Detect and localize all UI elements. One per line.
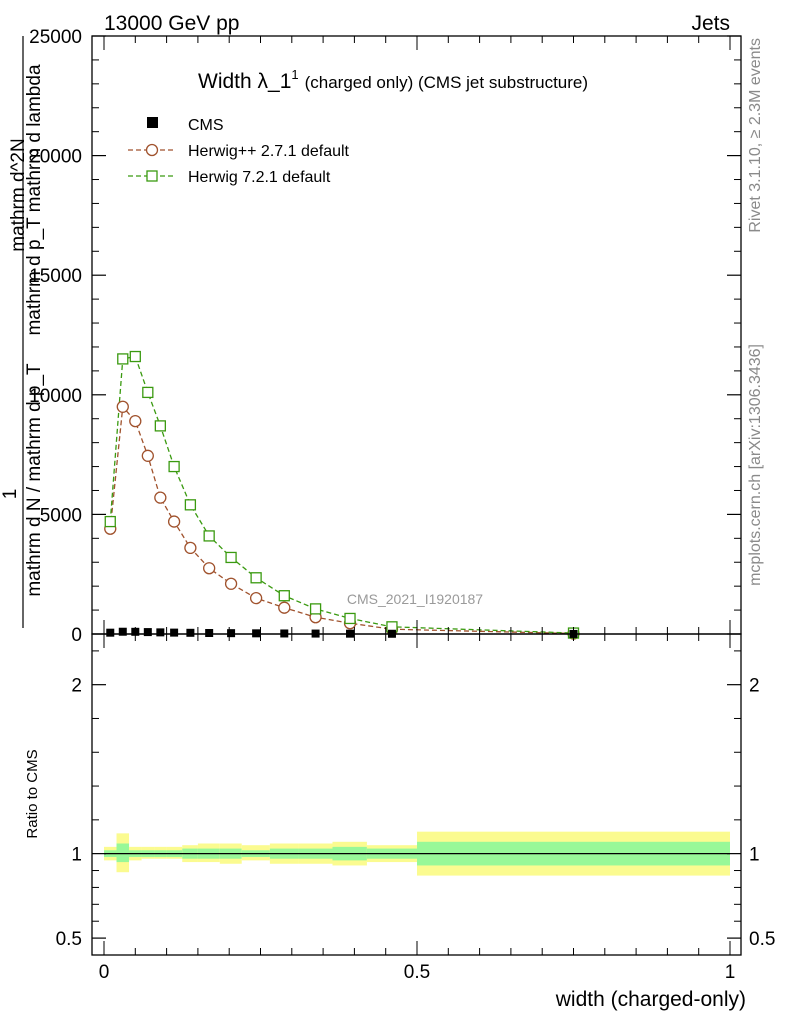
herwig7-point bbox=[104, 515, 116, 528]
herwig7-line bbox=[109, 355, 574, 634]
main-y-axis-label: 1 mathrm d N / mathrm d p_T mathrm d^2N … bbox=[0, 36, 45, 628]
ratio-y-tick-label: 2 bbox=[71, 676, 82, 697]
main-y-tick-label: 0 bbox=[71, 625, 82, 646]
cms-data-point bbox=[170, 628, 179, 637]
herwig7-point bbox=[142, 386, 154, 399]
herwig7-point bbox=[250, 572, 262, 584]
cms-data-point bbox=[227, 629, 236, 638]
energy-label: 13000 GeV pp bbox=[104, 12, 239, 35]
legend-label-herwigpp: Herwig++ 2.7.1 default bbox=[188, 143, 350, 160]
legend-marker-herwigpp bbox=[145, 143, 159, 157]
x-axis-label: width (charged-only) bbox=[555, 988, 746, 1011]
rivet-version-label: Rivet 3.1.10, ≥ 2.3M events bbox=[747, 38, 764, 233]
herwig7-point bbox=[154, 420, 166, 432]
main-panel: 0 5000 10000 15000 20000 25000 CMS_2021_I1920… bbox=[0, 27, 742, 646]
cms-data-point bbox=[252, 629, 261, 638]
x-tick-label: 0 bbox=[99, 962, 110, 983]
main-y-tick-label: 10000 bbox=[29, 386, 82, 407]
legend-marker-cms bbox=[147, 117, 158, 128]
cms-data-point bbox=[186, 628, 195, 637]
herwigpp-point bbox=[167, 515, 181, 528]
ratio-y-tick-label-right: 1 bbox=[749, 845, 760, 866]
y-label-one: 1 bbox=[0, 489, 21, 500]
herwig7-point bbox=[117, 353, 129, 365]
legend-label-cms: CMS bbox=[188, 117, 224, 134]
herwigpp-point bbox=[203, 562, 216, 575]
x-tick-label: 1 bbox=[725, 962, 736, 983]
main-plot-content bbox=[104, 350, 580, 640]
source-label: mcplots.cern.ch [arXiv:1306.3436] bbox=[747, 344, 764, 586]
cms-data-point bbox=[205, 628, 214, 637]
x-tick-label: 0.5 bbox=[404, 962, 430, 983]
plot-title: Width λ_11 (charged only) (CMS jet substr… bbox=[198, 67, 588, 93]
main-axis-ticks: 0 5000 10000 15000 20000 25000 bbox=[29, 27, 741, 646]
herwigpp-point bbox=[129, 414, 142, 428]
ratio-y-label: Ratio to CMS bbox=[24, 749, 41, 838]
cms-data-point bbox=[106, 628, 115, 637]
ratio-panel: 0.5 0.5 1 1 2 2 0 0.5 1 Ratio to CMS width (char… bbox=[24, 633, 775, 1011]
ratio-inner-band bbox=[116, 843, 130, 863]
ratio-y-tick-label: 0.5 bbox=[56, 929, 82, 950]
herwigpp-point bbox=[249, 591, 263, 605]
main-y-tick-label: 20000 bbox=[29, 147, 82, 168]
legend-marker-herwig7 bbox=[146, 170, 158, 182]
legend: CMS Herwig++ 2.7.1 default Herwig 7.2.1 … bbox=[128, 117, 350, 186]
process-label: Jets bbox=[691, 12, 730, 35]
herwig7-point bbox=[278, 590, 290, 602]
herwig7-point bbox=[344, 612, 356, 625]
herwig7-point bbox=[309, 603, 322, 615]
herwigpp-point bbox=[141, 449, 154, 462]
main-y-tick-label: 5000 bbox=[40, 505, 82, 526]
herwig7-point bbox=[168, 460, 180, 473]
analysis-watermark: CMS_2021_I1920187 bbox=[347, 591, 483, 607]
herwigpp-point bbox=[224, 577, 238, 590]
herwigpp-point bbox=[154, 491, 167, 504]
herwigpp-point bbox=[116, 400, 129, 413]
y-label-denominator: mathrm d N / mathrm d p_T bbox=[24, 363, 45, 597]
herwig7-point bbox=[203, 530, 215, 542]
ratio-y-tick-label-right: 2 bbox=[749, 676, 760, 697]
y-label-numerator: mathrm d^2N bbox=[8, 138, 29, 251]
herwig7-point bbox=[225, 551, 237, 564]
herwig7-point bbox=[129, 350, 141, 363]
ratio-y-tick-label-right: 0.5 bbox=[749, 929, 775, 950]
y-label-numerator-2: mathrm d p_T mathrm d lambda bbox=[24, 64, 45, 335]
cms-data-point bbox=[156, 628, 165, 637]
herwig7-point bbox=[184, 499, 197, 511]
main-y-tick-label: 25000 bbox=[29, 27, 82, 48]
legend-label-herwig7: Herwig 7.2.1 default bbox=[188, 169, 331, 186]
ratio-axis-ticks: 0.5 0.5 1 1 2 2 0 0.5 1 bbox=[56, 634, 775, 983]
ratio-frame bbox=[91, 633, 742, 956]
main-y-tick-label: 15000 bbox=[29, 266, 82, 287]
cms-data-point bbox=[143, 628, 152, 637]
cms-data-point bbox=[118, 627, 127, 636]
ratio-plot-content bbox=[104, 831, 730, 876]
herwigpp-point bbox=[278, 601, 291, 614]
ratio-y-tick-label: 1 bbox=[71, 845, 82, 866]
herwigpp-point bbox=[184, 541, 197, 555]
